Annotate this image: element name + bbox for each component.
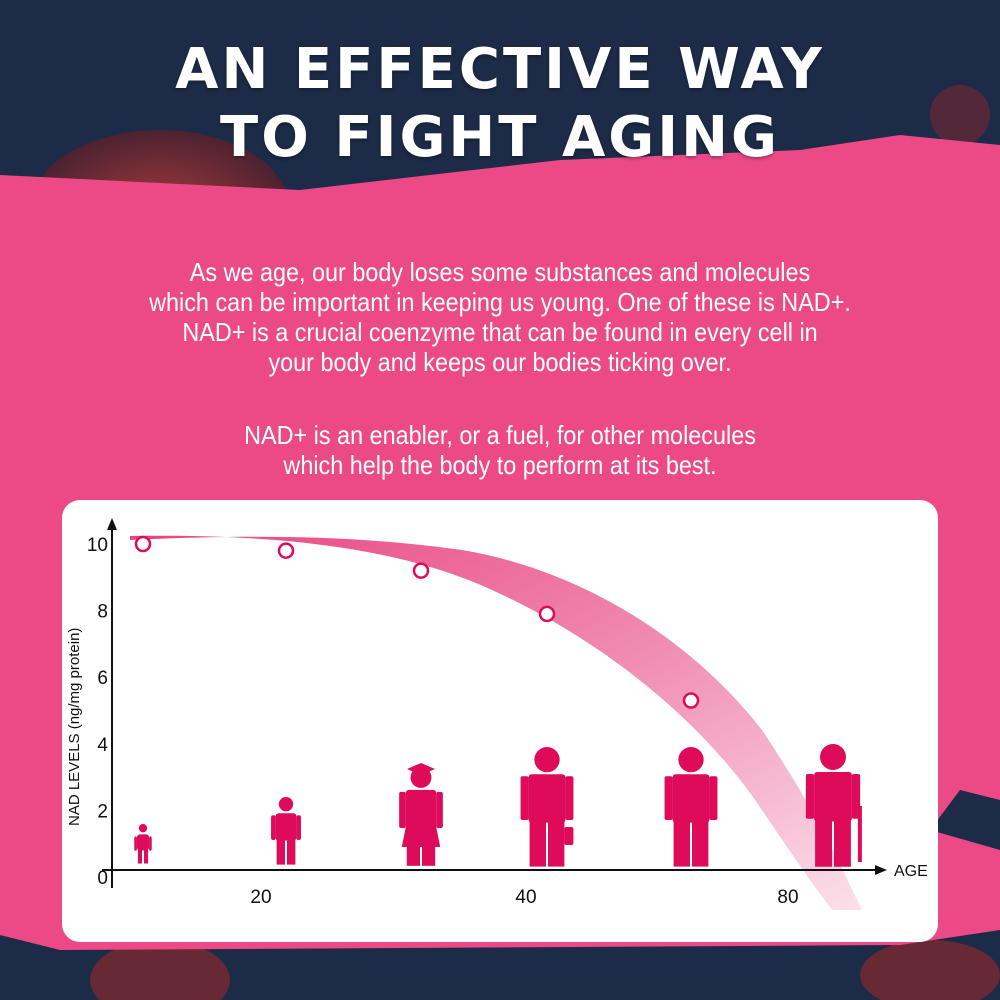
- decline-band: [130, 535, 862, 910]
- data-point: [412, 562, 430, 579]
- figure-child-icon: [271, 797, 301, 865]
- x-tick-label: 40: [515, 887, 536, 908]
- text-line: your body and keeps our bodies ticking o…: [268, 347, 732, 377]
- title-line-2: TO FIGHT AGING: [220, 105, 780, 170]
- figure-man-in-suit-icon: [664, 747, 718, 867]
- figure-elderly-with-cane-icon: [805, 744, 862, 867]
- y-tick-label: 10: [87, 535, 108, 556]
- text-line: As we age, our body loses some substance…: [189, 257, 811, 287]
- page-title: AN EFFECTIVE WAY TO FIGHT AGING: [0, 36, 1000, 172]
- x-tick-label: 80: [777, 887, 798, 908]
- figure-businessman-icon: [520, 747, 574, 867]
- text-line: NAD+ is an enabler, or a fuel, for other…: [244, 420, 756, 450]
- intro-paragraph-2: NAD+ is an enabler, or a fuel, for other…: [50, 420, 950, 480]
- figure-baby-icon: [134, 824, 152, 864]
- figure-graduate-icon: [399, 763, 443, 866]
- x-axis-arrow: [875, 865, 887, 875]
- chart-card: AGE NAD LEVELS (ng/mg protein) 0 2 4 6 8 10 20…: [62, 500, 938, 942]
- y-axis-arrow: [107, 518, 117, 530]
- data-point: [682, 692, 700, 709]
- text-line: which can be important in keeping us you…: [149, 287, 851, 317]
- y-tick-label: 4: [97, 735, 108, 756]
- data-point: [277, 542, 295, 559]
- y-tick-label: 0: [97, 868, 108, 889]
- y-tick-label: 6: [97, 668, 108, 689]
- data-point: [538, 605, 556, 623]
- data-point: [134, 535, 152, 553]
- y-axis-label: NAD LEVELS (ng/mg protein): [66, 628, 83, 826]
- y-tick-label: 8: [97, 602, 108, 623]
- text-line: NAD+ is a crucial coenzyme that can be f…: [182, 317, 818, 347]
- x-tick-label: 20: [250, 887, 271, 908]
- y-tick-label: 2: [97, 801, 108, 822]
- nad-chart: AGE NAD LEVELS (ng/mg protein) 0 2 4 6 8 10 20…: [66, 518, 928, 910]
- title-line-1: AN EFFECTIVE WAY: [175, 37, 825, 102]
- x-axis-label: AGE: [894, 863, 928, 880]
- intro-paragraph-1: As we age, our body loses some substance…: [50, 257, 950, 377]
- text-line: which help the body to perform at its be…: [283, 450, 717, 480]
